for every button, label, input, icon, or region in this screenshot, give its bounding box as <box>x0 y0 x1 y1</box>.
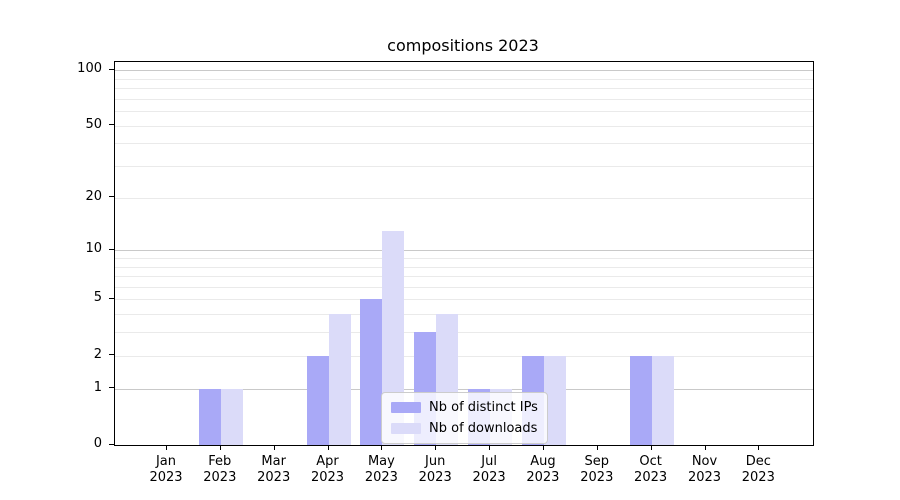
gridline-major-1 <box>115 388 813 390</box>
legend-label-distinct-ips: Nb of distinct IPs <box>429 399 538 415</box>
y-tick-mark-2 <box>109 354 114 356</box>
legend-entry-distinct-ips: Nb of distinct IPs <box>391 398 538 417</box>
gridline-minor-40 <box>115 143 813 145</box>
legend-entry-downloads: Nb of downloads <box>391 419 538 438</box>
legend: Nb of distinct IPs Nb of downloads <box>381 392 548 444</box>
y-tick-label-2: 2 <box>93 346 102 362</box>
gridline-major-100 <box>115 70 813 71</box>
y-tick-label-1: 1 <box>93 379 102 395</box>
x-tick-label-oct: Oct 2023 <box>634 454 668 485</box>
legend-swatch-distinct-ips <box>391 402 421 413</box>
gridline-minor-30 <box>115 166 813 167</box>
bar-distinct-ips-oct <box>629 355 652 445</box>
x-tick-label-jun: Jun 2023 <box>418 454 452 485</box>
gridline-minor-90 <box>115 78 813 80</box>
gridline-minor-70 <box>115 98 813 100</box>
bar-downloads-apr <box>328 314 351 445</box>
y-tick-label-5: 5 <box>93 290 102 306</box>
gridline-minor-20 <box>115 197 813 199</box>
x-tick-label-dec: Dec 2023 <box>741 454 775 485</box>
bar-distinct-ips-apr <box>306 355 329 445</box>
bar-downloads-oct <box>651 355 674 445</box>
x-tick-mark-mar <box>273 445 275 450</box>
y-tick-mark-1 <box>109 387 114 389</box>
y-tick-label-0: 0 <box>93 436 102 451</box>
x-tick-label-apr: Apr 2023 <box>310 454 345 485</box>
legend-label-downloads: Nb of downloads <box>429 420 538 436</box>
gridline-minor-3 <box>115 332 813 334</box>
y-tick-mark-5 <box>109 297 114 299</box>
chart-title: compositions 2023 <box>387 36 539 55</box>
x-tick-mark-jul <box>489 445 491 450</box>
bar-downloads-feb <box>220 388 243 445</box>
gridline-minor-9 <box>115 257 813 259</box>
x-tick-label-mar: Mar 2023 <box>257 454 291 485</box>
x-tick-mark-apr <box>327 445 329 450</box>
gridline-minor-80 <box>115 87 813 89</box>
x-tick-mark-feb <box>219 445 221 450</box>
bar-distinct-ips-may <box>360 299 383 445</box>
bar-downloads-aug <box>543 355 566 445</box>
x-tick-label-sep: Sep 2023 <box>580 454 614 485</box>
x-tick-label-jan: Jan 2023 <box>149 454 183 485</box>
y-tick-mark-100 <box>109 68 114 70</box>
x-tick-mark-sep <box>596 445 598 450</box>
y-tick-mark-10 <box>109 248 114 250</box>
x-tick-label-nov: Nov 2023 <box>687 454 722 485</box>
x-tick-mark-jun <box>435 445 437 450</box>
y-tick-label-100: 100 <box>77 61 102 76</box>
y-tick-label-50: 50 <box>85 116 102 132</box>
gridline-minor-5 <box>115 299 813 301</box>
x-tick-label-jul: Jul 2023 <box>472 454 506 485</box>
gridline-minor-50 <box>115 125 813 127</box>
x-tick-label-feb: Feb 2023 <box>203 454 237 485</box>
gridline-minor-6 <box>115 286 813 288</box>
x-tick-mark-dec <box>758 445 760 450</box>
x-tick-mark-aug <box>542 445 544 450</box>
x-tick-mark-may <box>381 445 383 450</box>
plot-area: Nb of distinct IPs Nb of downloads <box>114 61 814 446</box>
x-tick-mark-jan <box>166 445 167 450</box>
gridline-minor-4 <box>115 314 813 316</box>
y-tick-mark-20 <box>109 196 114 198</box>
gridline-major-10 <box>115 250 813 252</box>
y-tick-label-10: 10 <box>85 241 102 257</box>
gridline-minor-60 <box>115 111 813 112</box>
y-tick-mark-50 <box>109 124 114 125</box>
bar-downloads-may <box>382 230 405 445</box>
gridline-minor-7 <box>115 276 813 277</box>
y-tick-mark-0 <box>109 443 114 445</box>
x-tick-label-aug: Aug 2023 <box>526 454 560 485</box>
x-tick-mark-nov <box>704 445 706 450</box>
bar-distinct-ips-feb <box>198 388 221 445</box>
y-tick-label-20: 20 <box>85 188 102 204</box>
x-tick-label-may: May 2023 <box>364 454 398 485</box>
gridline-minor-8 <box>115 266 813 268</box>
x-tick-mark-oct <box>650 445 652 450</box>
gridline-minor-2 <box>115 355 813 357</box>
legend-swatch-downloads <box>391 423 421 434</box>
